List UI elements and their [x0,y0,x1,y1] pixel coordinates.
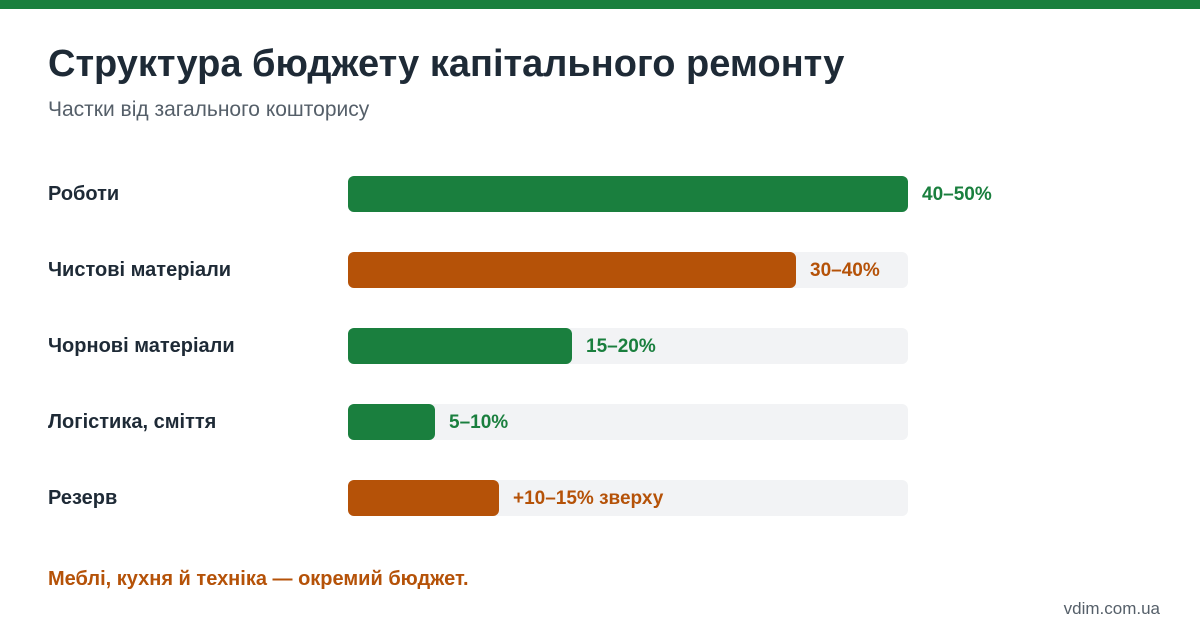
bar [348,328,572,364]
bar-category-label: Роботи [48,183,120,205]
bar-value-label: 40–50% [922,184,992,205]
bar-row: Роботи 40–50% [0,176,1200,212]
bar-row: Логістика, сміття 5–10% [0,404,1200,440]
chart-title: Структура бюджету капітального ремонту [48,43,845,85]
bar [348,252,796,288]
bar-value-label: 5–10% [449,412,509,433]
bar-category-label: Чистові матеріали [48,259,232,281]
bar [348,176,908,212]
top-accent-bar [0,0,1200,9]
bar-value-label: 30–40% [810,260,880,281]
chart-subtitle: Частки від загального кошторису [48,98,370,121]
bar-category-label: Резерв [48,487,118,509]
bar-row: Чорнові матеріали 15–20% [0,328,1200,364]
footnote: Меблі, кухня й техніка — окремий бюджет. [48,568,469,590]
bar [348,404,435,440]
bar-row: Резерв +10–15% зверху [0,480,1200,516]
bar-category-label: Логістика, сміття [48,411,217,433]
bar-value-label: 15–20% [586,336,656,357]
bar-category-label: Чорнові матеріали [48,335,235,357]
source-link[interactable]: vdim.com.ua [1063,599,1160,618]
bar-value-label: +10–15% зверху [513,488,664,509]
bar-row: Чистові матеріали 30–40% [0,252,1200,288]
bar-track [348,404,908,440]
bar [348,480,499,516]
